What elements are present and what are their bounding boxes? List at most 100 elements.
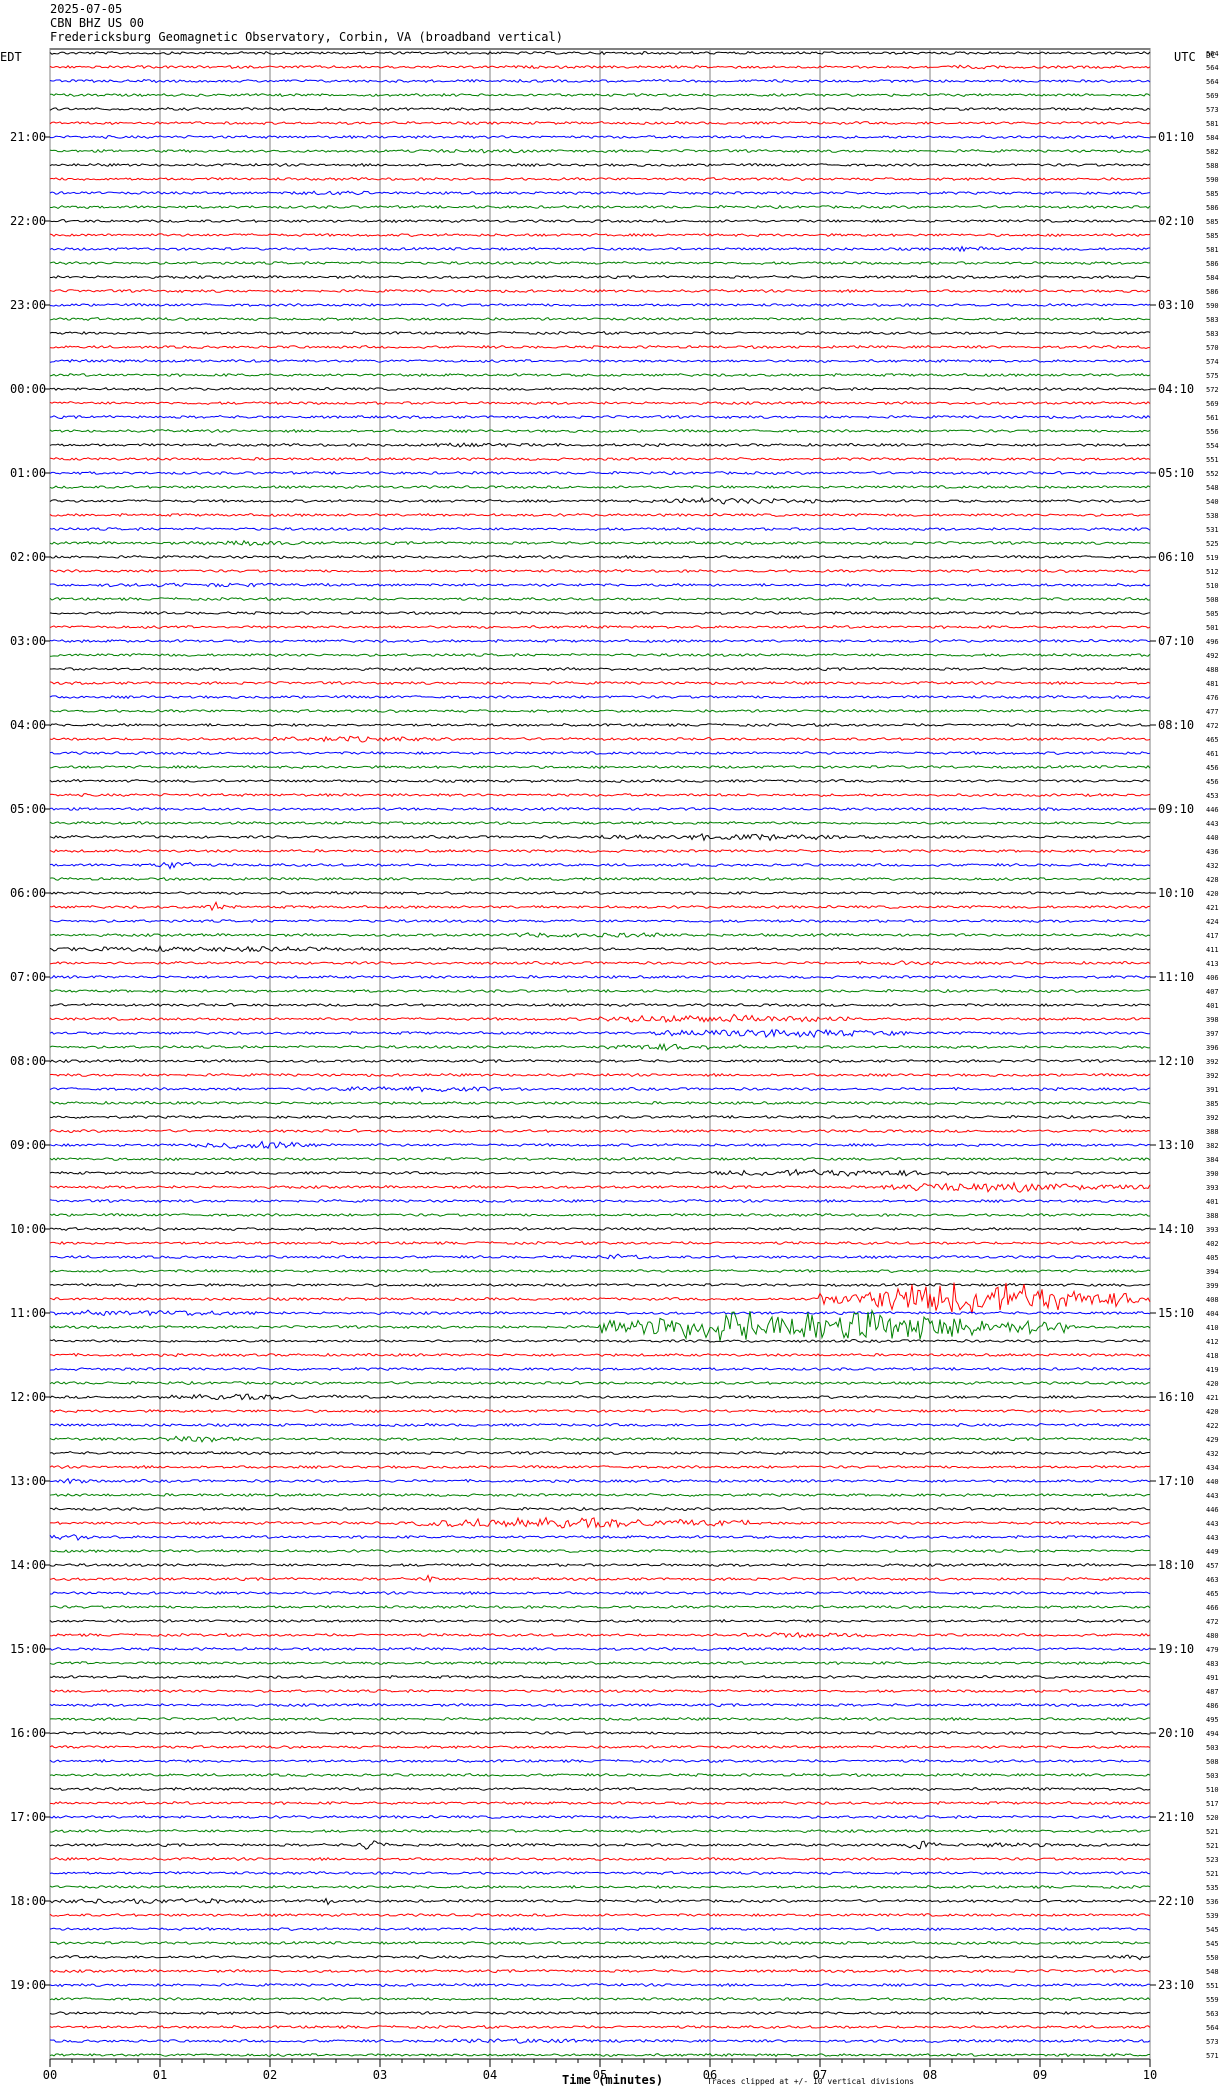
seismic-trace xyxy=(49,344,1151,350)
seismic-trace xyxy=(49,1828,1151,1834)
seismic-trace xyxy=(49,470,1151,476)
seismic-trace xyxy=(49,330,1151,336)
dc-offset-label: 573 xyxy=(1206,106,1219,114)
dc-offset-label: 552 xyxy=(1206,470,1219,478)
seismic-trace xyxy=(49,527,1151,532)
dc-offset-label: 561 xyxy=(1206,414,1219,422)
seismic-trace xyxy=(49,1366,1151,1372)
seismic-trace xyxy=(49,387,1151,392)
seismic-trace xyxy=(49,820,1151,826)
dc-offset-label: 539 xyxy=(1206,1912,1219,1920)
seismic-trace xyxy=(49,722,1151,728)
seismic-trace xyxy=(49,1282,1151,1314)
seismic-trace xyxy=(49,1309,1151,1317)
seismic-trace xyxy=(49,624,1151,630)
seismic-trace xyxy=(49,890,1151,896)
dc-offset-label: 449 xyxy=(1206,1548,1219,1556)
dc-offset-label: 512 xyxy=(1206,568,1219,576)
seismic-trace xyxy=(49,1870,1151,1876)
seismic-trace xyxy=(49,1100,1151,1105)
seismic-trace xyxy=(49,1085,1151,1093)
x-tick-label: 05 xyxy=(593,2068,607,2082)
dc-offset-label: 429 xyxy=(1206,1436,1219,1444)
seismic-trace xyxy=(49,78,1151,84)
seismic-trace xyxy=(49,106,1151,112)
dc-offset-label: 496 xyxy=(1206,638,1219,646)
left-hour-label: 08:00 xyxy=(10,1054,46,1068)
seismic-trace xyxy=(49,50,1151,56)
x-tick-label: 09 xyxy=(1033,2068,1047,2082)
seismic-trace xyxy=(49,1240,1151,1246)
dc-offset-label: 428 xyxy=(1206,876,1219,884)
dc-offset-label: 505 xyxy=(1206,610,1219,618)
seismic-trace xyxy=(49,302,1151,308)
seismic-trace xyxy=(49,1562,1151,1568)
seismic-trace xyxy=(49,764,1151,770)
dc-offset-label: 545 xyxy=(1206,1926,1219,1934)
dc-offset-label: 569 xyxy=(1206,92,1219,100)
seismic-trace xyxy=(49,1574,1151,1583)
dc-offset-label: 408 xyxy=(1206,1296,1219,1304)
seismic-trace xyxy=(49,219,1151,224)
seismic-trace xyxy=(49,539,1151,547)
dc-offset-label: 556 xyxy=(1206,428,1219,436)
left-hour-label: 04:00 xyxy=(10,718,46,732)
dc-offset-label: 492 xyxy=(1206,652,1219,660)
dc-offset-label: 446 xyxy=(1206,806,1219,814)
right-timezone-label: UTC xyxy=(1174,50,1196,64)
dc-offset-header: DC xyxy=(1206,51,1216,60)
seismic-trace xyxy=(49,1689,1151,1694)
seismic-trace xyxy=(49,568,1151,574)
seismic-trace xyxy=(49,1516,1151,1529)
dc-offset-label: 569 xyxy=(1206,400,1219,408)
dc-offset-label: 476 xyxy=(1206,694,1219,702)
right-hour-label: 07:10 xyxy=(1158,634,1194,648)
seismic-trace xyxy=(49,190,1151,196)
seismic-trace xyxy=(49,120,1151,126)
dc-offset-label: 399 xyxy=(1206,1282,1219,1290)
dc-offset-label: 406 xyxy=(1206,974,1219,982)
seismic-trace xyxy=(49,1954,1151,1961)
dc-offset-label: 463 xyxy=(1206,1576,1219,1584)
right-hour-label: 10:10 xyxy=(1158,886,1194,900)
dc-offset-label: 440 xyxy=(1206,1478,1219,1486)
seismic-trace xyxy=(49,1800,1151,1806)
seismic-trace xyxy=(49,792,1151,798)
seismic-trace xyxy=(49,1590,1151,1596)
seismic-trace xyxy=(49,1856,1151,1862)
dc-offset-label: 531 xyxy=(1206,526,1219,534)
seismic-trace xyxy=(49,442,1151,448)
seismic-trace xyxy=(49,1982,1151,1988)
dc-offset-label: 523 xyxy=(1206,1856,1219,1864)
seismic-trace xyxy=(49,1702,1151,1708)
dc-offset-label: 392 xyxy=(1206,1058,1219,1066)
seismic-trace xyxy=(49,2024,1151,2030)
left-hour-label: 00:00 xyxy=(10,382,46,396)
left-hour-label: 13:00 xyxy=(10,1474,46,1488)
seismic-trace xyxy=(49,176,1151,182)
left-hour-label: 15:00 xyxy=(10,1642,46,1656)
right-hour-label: 20:10 xyxy=(1158,1726,1194,1740)
seismic-trace xyxy=(49,428,1151,434)
x-tick-label: 04 xyxy=(483,2068,497,2082)
dc-offset-label: 397 xyxy=(1206,1030,1219,1038)
right-hour-label: 08:10 xyxy=(1158,718,1194,732)
dc-offset-label: 510 xyxy=(1206,1786,1219,1794)
dc-offset-label: 481 xyxy=(1206,680,1219,688)
dc-offset-label: 503 xyxy=(1206,1772,1219,1780)
dc-offset-label: 550 xyxy=(1206,1954,1219,1962)
seismic-trace xyxy=(49,1212,1151,1218)
seismic-trace xyxy=(49,638,1151,644)
dc-offset-label: 479 xyxy=(1206,1646,1219,1654)
seismic-trace xyxy=(49,610,1151,616)
seismic-trace xyxy=(49,1268,1151,1274)
seismic-trace xyxy=(49,1477,1151,1485)
right-hour-label: 02:10 xyxy=(1158,214,1194,228)
right-hour-label: 11:10 xyxy=(1158,970,1194,984)
right-hour-label: 05:10 xyxy=(1158,466,1194,480)
dc-offset-label: 424 xyxy=(1206,918,1219,926)
left-hour-label: 03:00 xyxy=(10,634,46,648)
seismic-trace xyxy=(49,512,1151,518)
dc-offset-label: 583 xyxy=(1206,316,1219,324)
dc-offset-label: 486 xyxy=(1206,1702,1219,1710)
